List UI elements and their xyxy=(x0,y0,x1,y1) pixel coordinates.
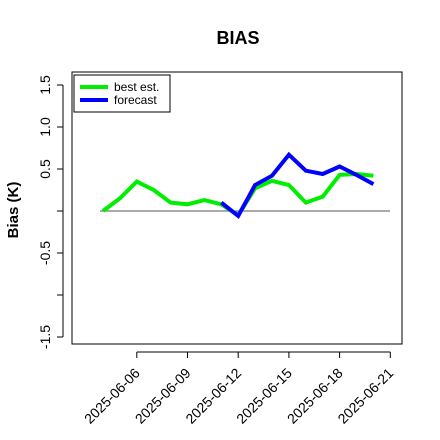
x-tick-label: 2025-06-21 xyxy=(334,365,396,427)
plot-frame xyxy=(71,71,403,345)
legend-box xyxy=(73,74,171,113)
series-line-forecast xyxy=(220,151,375,220)
legend-label-forecast: forecast xyxy=(114,93,157,107)
y-tick-label: 1.5 xyxy=(37,75,53,95)
y-tick-label: -1.5 xyxy=(37,325,53,349)
y-tick-label: -0.5 xyxy=(37,241,53,265)
y-axis-label: Bias (K) xyxy=(5,182,22,239)
y-tick-label: 0.5 xyxy=(37,159,53,179)
chart-title: BIAS xyxy=(216,28,259,48)
series-line-best-est xyxy=(101,171,374,218)
legend: best est.forecast xyxy=(73,74,171,113)
series-layer xyxy=(101,151,375,220)
x-axis: 2025-06-062025-06-092025-06-122025-06-15… xyxy=(81,351,397,427)
legend-label-best-est: best est. xyxy=(114,80,159,94)
y-axis: -1.5 -0.5 0.5 1.0 1.5 xyxy=(37,75,64,349)
y-tick-label: 1.0 xyxy=(37,117,53,137)
